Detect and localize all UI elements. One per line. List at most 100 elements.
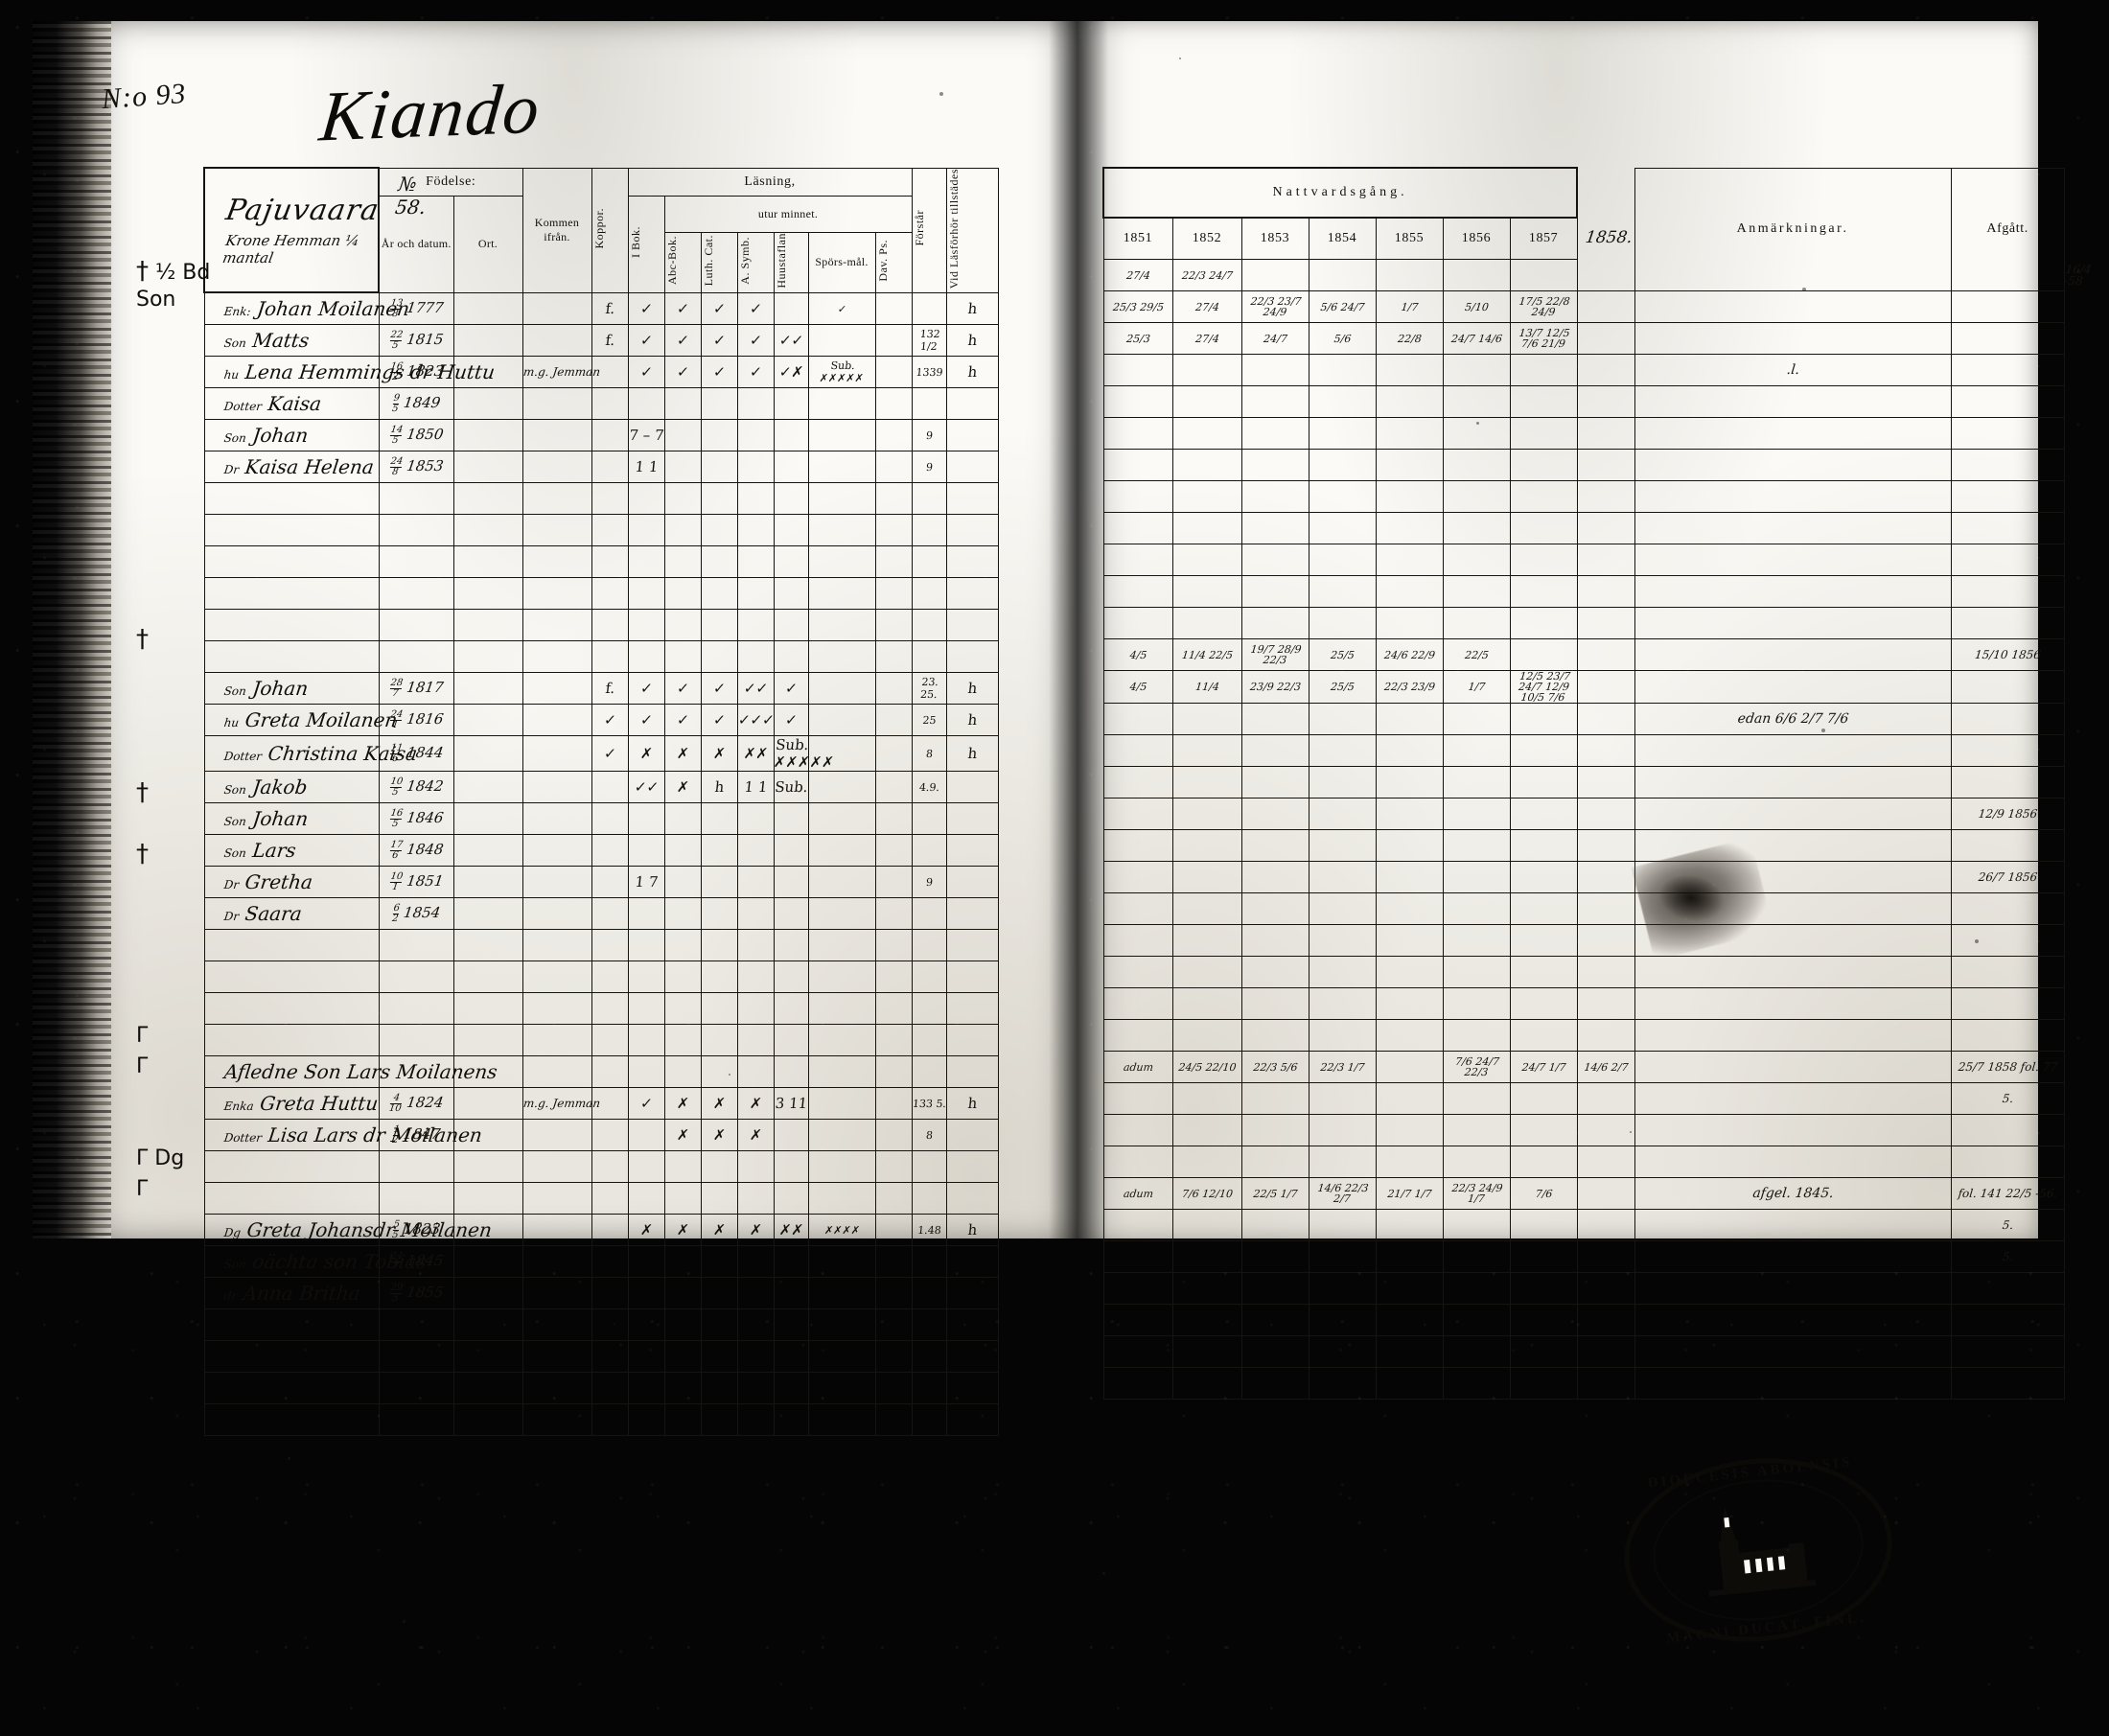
table-row-right[interactable]: 5. [1102, 1209, 2065, 1241]
table-row[interactable] [203, 609, 999, 642]
cell-birth-date[interactable]: 10 5 1842 [378, 771, 454, 804]
table-row[interactable] [203, 1403, 999, 1437]
cell-forstar[interactable]: 9 [911, 451, 947, 484]
cell-communion-1857[interactable]: 13/7 12/5 7/6 21/9 [1509, 322, 1578, 355]
cell-departed[interactable] [1950, 544, 2065, 576]
cell-remarks[interactable] [1634, 449, 1952, 481]
cell-attendance[interactable] [945, 640, 999, 674]
cell-huustafla[interactable] [773, 1150, 809, 1184]
table-row-right[interactable] [1102, 1304, 2065, 1336]
cell-communion-1857[interactable] [1509, 480, 1578, 513]
cell-in-book[interactable] [627, 1277, 665, 1310]
cell-smallpox[interactable] [591, 802, 629, 836]
cell-luth-cat[interactable] [700, 419, 738, 452]
cell-birth-date[interactable] [378, 1182, 454, 1215]
cell-communion-1851[interactable]: adum [1102, 1051, 1173, 1083]
cell-sporsmal[interactable] [807, 1245, 876, 1279]
cell-dav-ps[interactable] [874, 1150, 913, 1184]
cell-name[interactable]: Enk: Johan Moilanen [203, 291, 410, 326]
cell-communion-1856[interactable] [1442, 544, 1511, 576]
cell-communion-1852[interactable] [1171, 829, 1242, 862]
cell-communion-1854[interactable] [1308, 734, 1377, 767]
cell-departed[interactable] [1950, 987, 2065, 1020]
cell-communion-1851[interactable] [1102, 607, 1173, 639]
cell-departed[interactable] [1950, 1335, 2065, 1368]
cell-luth-cat[interactable] [700, 802, 738, 836]
cell-smallpox[interactable]: ✓ [591, 704, 629, 737]
cell-communion-1858[interactable] [1576, 480, 1635, 513]
cell-communion-1854[interactable] [1308, 1272, 1377, 1305]
cell-communion-1857[interactable]: 17/5 22/8 24/9 [1509, 290, 1578, 323]
cell-communion-1851[interactable] [1102, 1082, 1173, 1115]
cell-luth-cat[interactable] [700, 1024, 738, 1057]
cell-dav-ps[interactable] [874, 735, 913, 773]
cell-sporsmal[interactable] [807, 482, 876, 516]
cell-birth-date[interactable] [378, 992, 454, 1026]
cell-luth-cat[interactable]: ✓ [700, 324, 738, 358]
cell-abc-book[interactable] [663, 419, 702, 452]
cell-birth-date[interactable]: 24 1 1816 [378, 704, 454, 737]
cell-sporsmal[interactable] [807, 1372, 876, 1405]
cell-in-book[interactable] [627, 514, 665, 547]
cell-in-book[interactable] [627, 897, 665, 931]
cell-dav-ps[interactable] [874, 1087, 913, 1121]
cell-in-book[interactable] [627, 1182, 665, 1215]
cell-communion-1857[interactable] [1509, 1019, 1578, 1052]
cell-communion-1857[interactable] [1509, 575, 1578, 608]
cell-attendance[interactable]: h [945, 1214, 999, 1247]
cell-communion-1852[interactable] [1171, 1367, 1242, 1400]
table-row[interactable]: Enka Greta Huttu 4 10 1824 m.g. Jemman ✓ ✗ ✗ ✗ 3… [203, 1087, 999, 1121]
cell-communion-1854[interactable] [1308, 766, 1377, 799]
cell-communion-1852[interactable]: 11/4 22/5 [1171, 638, 1242, 671]
cell-communion-1857[interactable] [1509, 417, 1578, 450]
cell-communion-1851[interactable] [1102, 1272, 1173, 1305]
cell-communion-1855[interactable] [1375, 417, 1444, 450]
cell-remarks[interactable] [1634, 829, 1952, 862]
cell-abc-book[interactable] [663, 1182, 702, 1215]
cell-communion-1855[interactable] [1375, 987, 1444, 1020]
cell-communion-1851[interactable]: 25/3 29/5 [1102, 290, 1173, 323]
cell-came-from[interactable] [521, 834, 592, 868]
cell-sporsmal[interactable] [807, 992, 876, 1026]
cell-dav-ps[interactable] [874, 1182, 913, 1215]
cell-attendance[interactable] [945, 514, 999, 547]
cell-luth-cat[interactable]: h [700, 771, 738, 804]
cell-birth-place[interactable] [452, 514, 523, 547]
cell-communion-1852[interactable] [1171, 1240, 1242, 1273]
cell-remarks[interactable] [1634, 1335, 1952, 1368]
cell-remarks[interactable] [1634, 1209, 1952, 1241]
cell-remarks[interactable] [1634, 480, 1952, 513]
table-row-right[interactable] [1102, 734, 2065, 767]
cell-name[interactable] [203, 992, 380, 1026]
cell-luth-cat[interactable] [700, 1055, 738, 1089]
cell-communion-1852[interactable] [1171, 1335, 1242, 1368]
cell-communion-1857[interactable] [1509, 1082, 1578, 1115]
cell-communion-1858[interactable] [1576, 1304, 1635, 1336]
cell-came-from[interactable] [521, 1024, 592, 1057]
table-row-right[interactable]: 4/5 11/4 22/5 19/7 28/9 22/3 25/5 24/6 22/9 2… [1102, 638, 2065, 671]
cell-smallpox[interactable] [591, 1055, 629, 1089]
cell-dav-ps[interactable] [874, 1340, 913, 1374]
cell-communion-1854[interactable] [1308, 417, 1377, 450]
cell-smallpox[interactable] [591, 1214, 629, 1247]
cell-departed[interactable] [1950, 449, 2065, 481]
cell-communion-1852[interactable] [1171, 417, 1242, 450]
cell-a-symb[interactable] [736, 609, 775, 642]
cell-smallpox[interactable] [591, 419, 629, 452]
cell-communion-1851[interactable]: 4/5 [1102, 638, 1173, 671]
table-row-right[interactable]: 5. [1102, 1082, 2065, 1115]
cell-remarks[interactable]: .l. [1634, 354, 1952, 386]
cell-departed[interactable]: 15/10 1856 [1950, 638, 2065, 671]
cell-smallpox[interactable] [591, 1182, 629, 1215]
cell-smallpox[interactable] [591, 1087, 629, 1121]
cell-attendance[interactable] [945, 992, 999, 1026]
cell-communion-1857[interactable] [1509, 607, 1578, 639]
cell-forstar[interactable] [911, 1150, 947, 1184]
cell-communion-1851[interactable] [1102, 480, 1173, 513]
cell-came-from[interactable] [521, 771, 592, 804]
cell-huustafla[interactable]: ✓ [773, 672, 809, 706]
cell-sporsmal[interactable] [807, 1024, 876, 1057]
cell-birth-place[interactable] [452, 771, 523, 804]
table-row-right[interactable] [1102, 544, 2065, 576]
cell-birth-date[interactable] [378, 1403, 454, 1437]
